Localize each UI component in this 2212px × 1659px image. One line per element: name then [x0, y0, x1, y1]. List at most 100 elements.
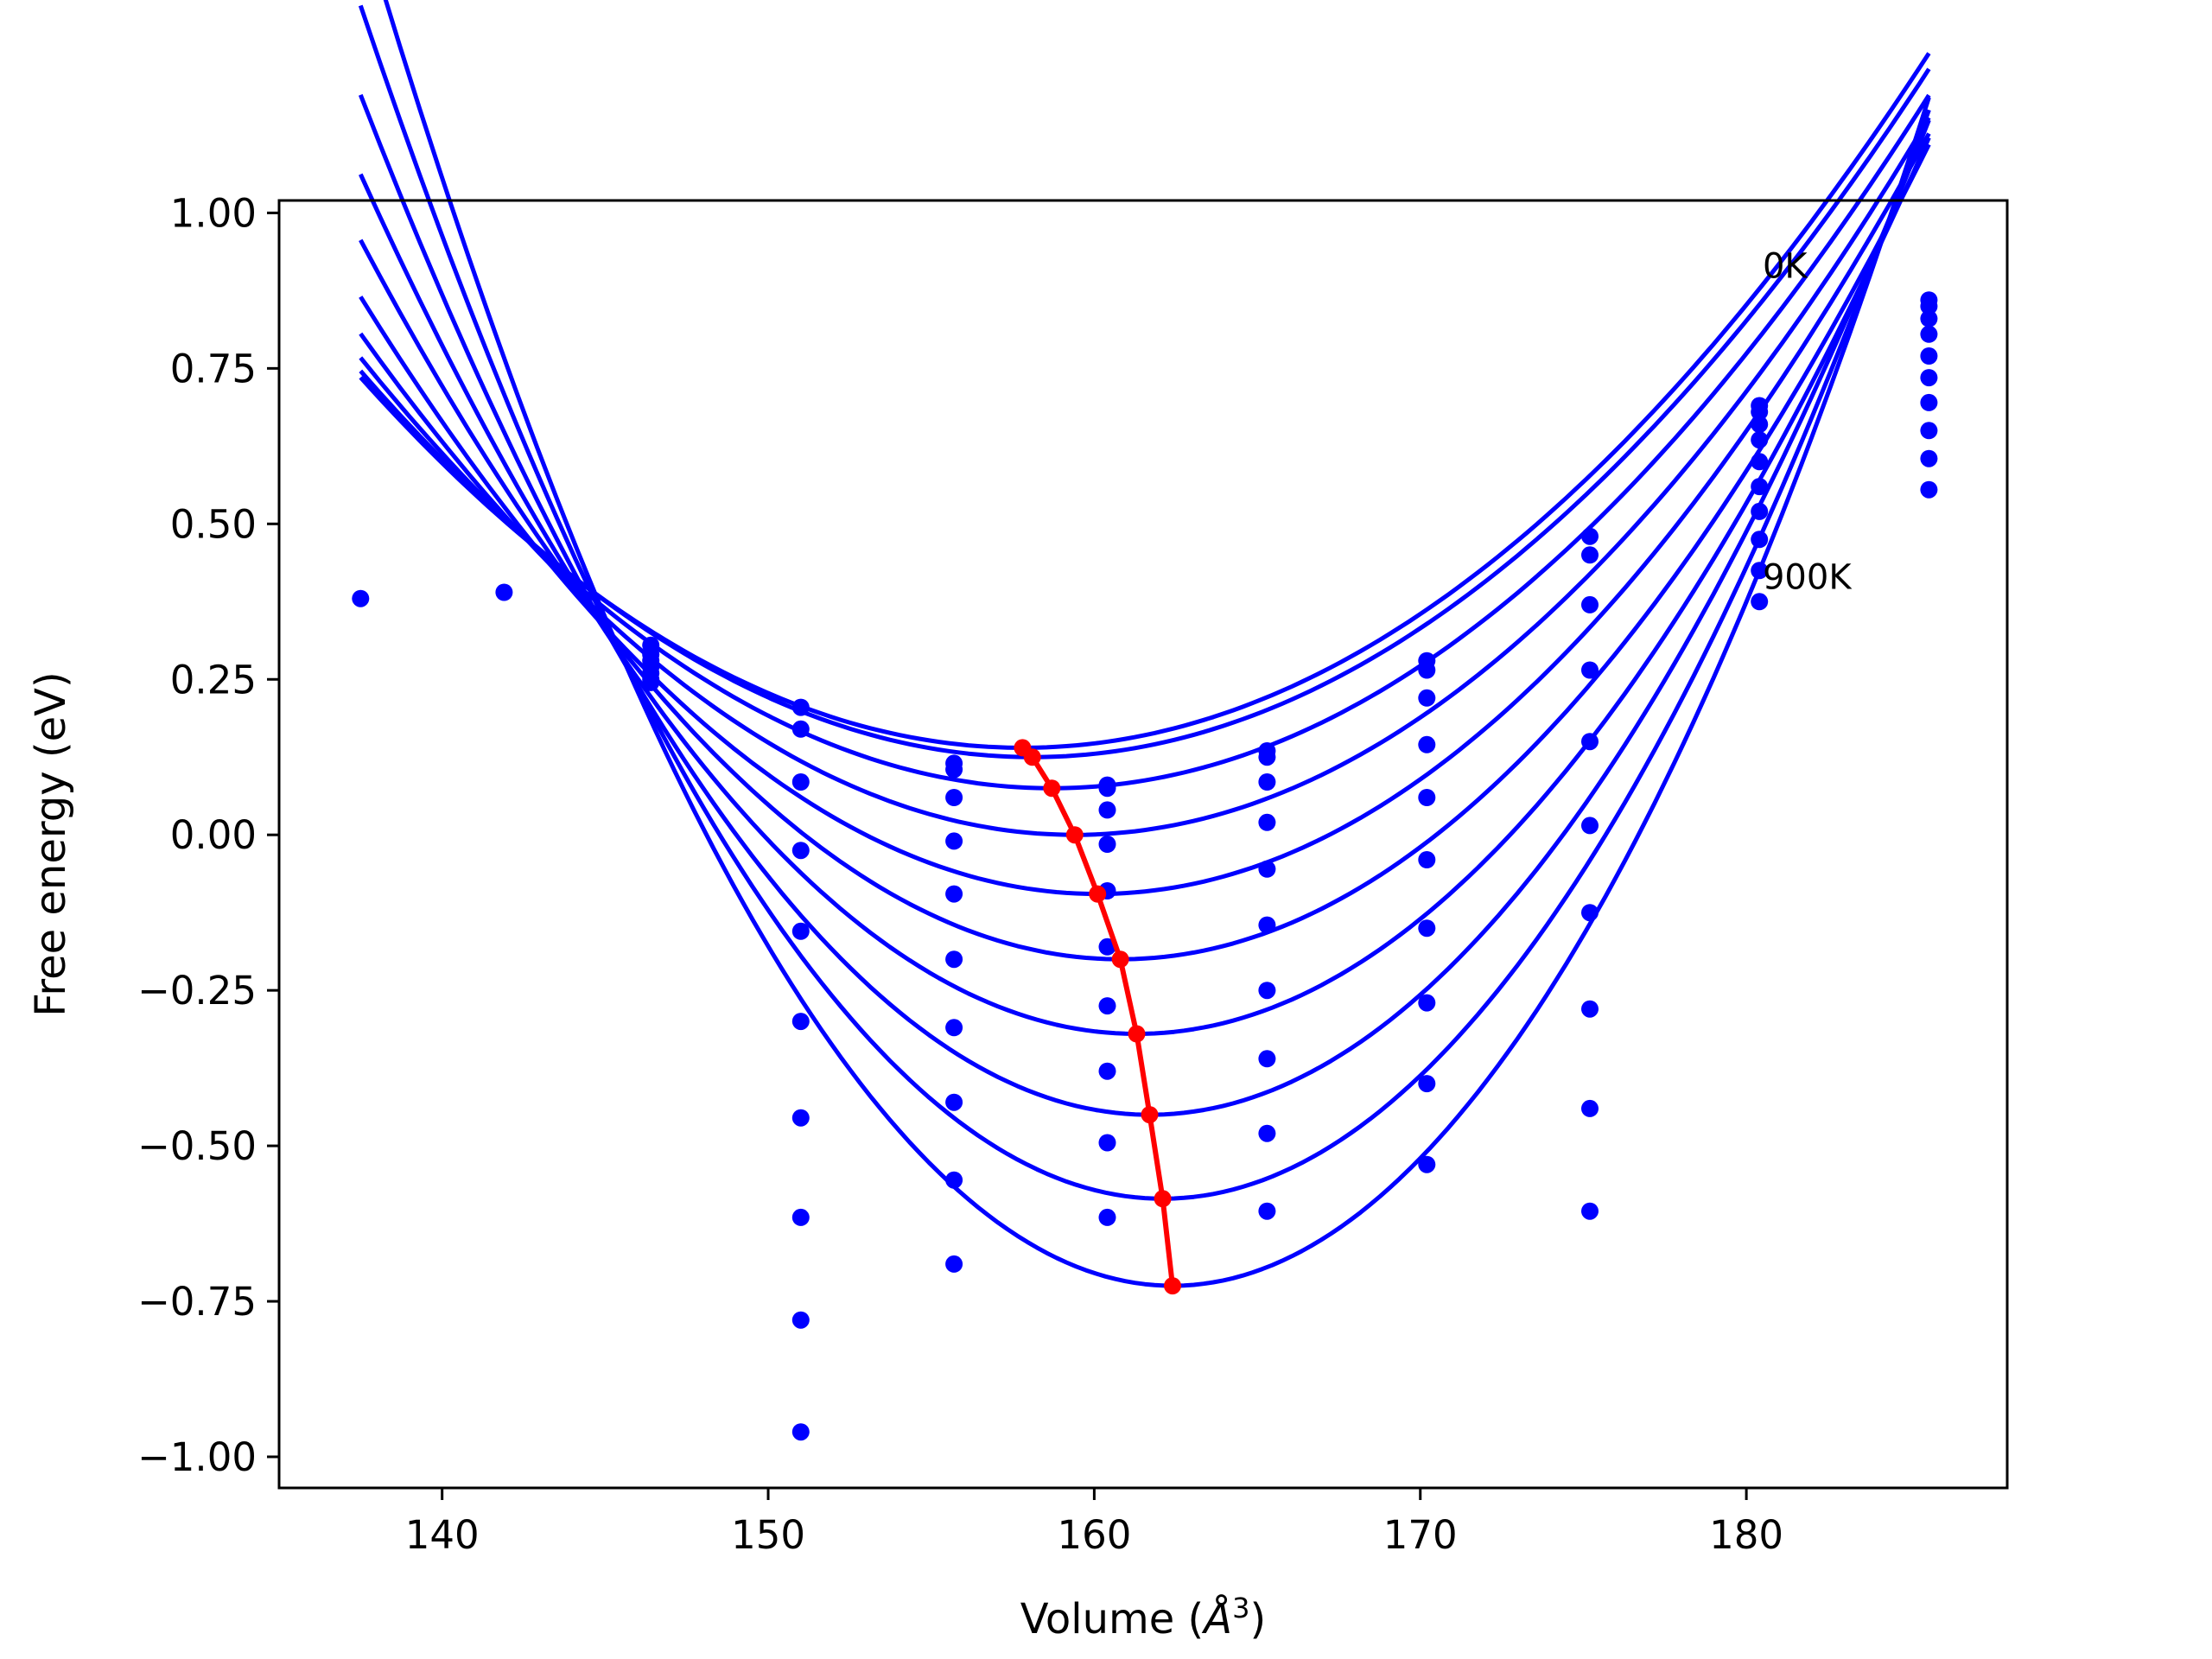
data-point [1581, 527, 1599, 545]
data-point [1581, 817, 1599, 835]
data-point [945, 1019, 963, 1037]
data-point [1098, 997, 1116, 1015]
data-point [1751, 502, 1769, 520]
data-point [945, 1171, 963, 1189]
fit-curve-3 [359, 116, 1931, 837]
data-point [1258, 916, 1276, 934]
plot-frame [277, 199, 2009, 1490]
minimum-point [1089, 885, 1107, 903]
annotations: 0K 900K [1763, 247, 1853, 598]
data-point [1920, 325, 1938, 343]
minimum-point [1141, 1106, 1159, 1124]
data-point [1751, 403, 1769, 421]
minimum-point [1043, 779, 1061, 798]
minimum-point [1128, 1025, 1146, 1043]
data-point [1751, 478, 1769, 496]
data-point [1098, 1062, 1116, 1080]
data-point [945, 789, 963, 806]
data-point [495, 583, 513, 601]
data-point [1920, 480, 1938, 499]
data-point [352, 589, 370, 607]
data-point [791, 1423, 810, 1441]
data-point [1751, 453, 1769, 471]
data-point [791, 773, 810, 791]
data-point [791, 1208, 810, 1226]
y-axis: 1.00 0.75 0.50 0.25 0.00 −0.25 −0.50 −0.75 −1.00 [137, 190, 279, 1480]
data-point [1581, 1202, 1599, 1220]
minimum-point [1164, 1277, 1181, 1295]
data-point [1098, 1208, 1116, 1226]
data-point [1581, 546, 1599, 564]
data-point [1751, 431, 1769, 449]
computed-points [352, 291, 1938, 1441]
data-point [1581, 1099, 1599, 1117]
x-tick-label: 170 [1383, 1512, 1458, 1558]
data-point [791, 922, 810, 940]
x-tick-label: 180 [1709, 1512, 1783, 1558]
fit-curve-2 [359, 93, 1931, 791]
data-point [1581, 661, 1599, 679]
data-point [945, 760, 963, 779]
x-axis: 140 150 160 170 180 [405, 1488, 1783, 1558]
data-point [1418, 994, 1436, 1012]
fit-curve-1 [359, 67, 1931, 760]
data-point [791, 720, 810, 738]
data-point [1258, 1124, 1276, 1142]
data-point [1751, 531, 1769, 549]
data-point [945, 1255, 963, 1273]
minimum-point [1065, 826, 1084, 844]
data-point [1258, 748, 1276, 766]
data-point [1751, 562, 1769, 580]
data-point [791, 1013, 810, 1031]
data-point [791, 842, 810, 860]
y-tick-label: 0.00 [170, 812, 257, 858]
data-point [1920, 369, 1938, 387]
minimum-point [1023, 748, 1041, 766]
data-point [1920, 393, 1938, 411]
y-tick-label: −0.75 [137, 1279, 257, 1325]
x-axis-title: Volume (Å3) [1020, 1592, 1266, 1643]
y-tick-label: −0.50 [137, 1123, 257, 1169]
data-point [945, 832, 963, 850]
y-tick-label: 1.00 [170, 190, 257, 236]
minima-series [1014, 739, 1181, 1295]
data-point [1098, 1134, 1116, 1152]
x-tick-label: 150 [731, 1512, 805, 1558]
data-point [1418, 661, 1436, 679]
data-point [1098, 938, 1116, 956]
data-point [1258, 1202, 1276, 1220]
data-point [1581, 595, 1599, 613]
minimum-point [1154, 1190, 1172, 1208]
x-tick-label: 160 [1057, 1512, 1131, 1558]
data-point [1581, 1000, 1599, 1018]
y-tick-label: 0.50 [170, 501, 257, 547]
data-point [791, 1109, 810, 1127]
data-point [1920, 309, 1938, 327]
y-axis-title: Free energy (eV) [27, 671, 75, 1016]
data-point [1418, 1075, 1436, 1093]
y-tick-label: −0.25 [137, 968, 257, 1014]
data-point [945, 1093, 963, 1111]
x-tick-label: 140 [405, 1512, 480, 1558]
data-point [1751, 416, 1769, 434]
minima-line [1020, 746, 1175, 1287]
data-point [945, 885, 963, 903]
data-point [1418, 789, 1436, 806]
data-point [642, 673, 660, 691]
data-point [1098, 801, 1116, 819]
data-point [1920, 422, 1938, 440]
y-tick-label: 0.25 [170, 657, 257, 702]
data-point [1258, 1050, 1276, 1068]
data-point [1581, 904, 1599, 922]
data-point [1418, 1155, 1436, 1173]
fit-curve-4 [359, 132, 1931, 897]
data-point [1418, 919, 1436, 938]
data-point [1418, 689, 1436, 707]
temperature-annotation: 900K [1763, 557, 1853, 597]
data-point [1920, 347, 1938, 365]
data-point [1258, 982, 1276, 1000]
data-point [945, 950, 963, 969]
data-point [1258, 860, 1276, 878]
data-point [791, 1311, 810, 1329]
